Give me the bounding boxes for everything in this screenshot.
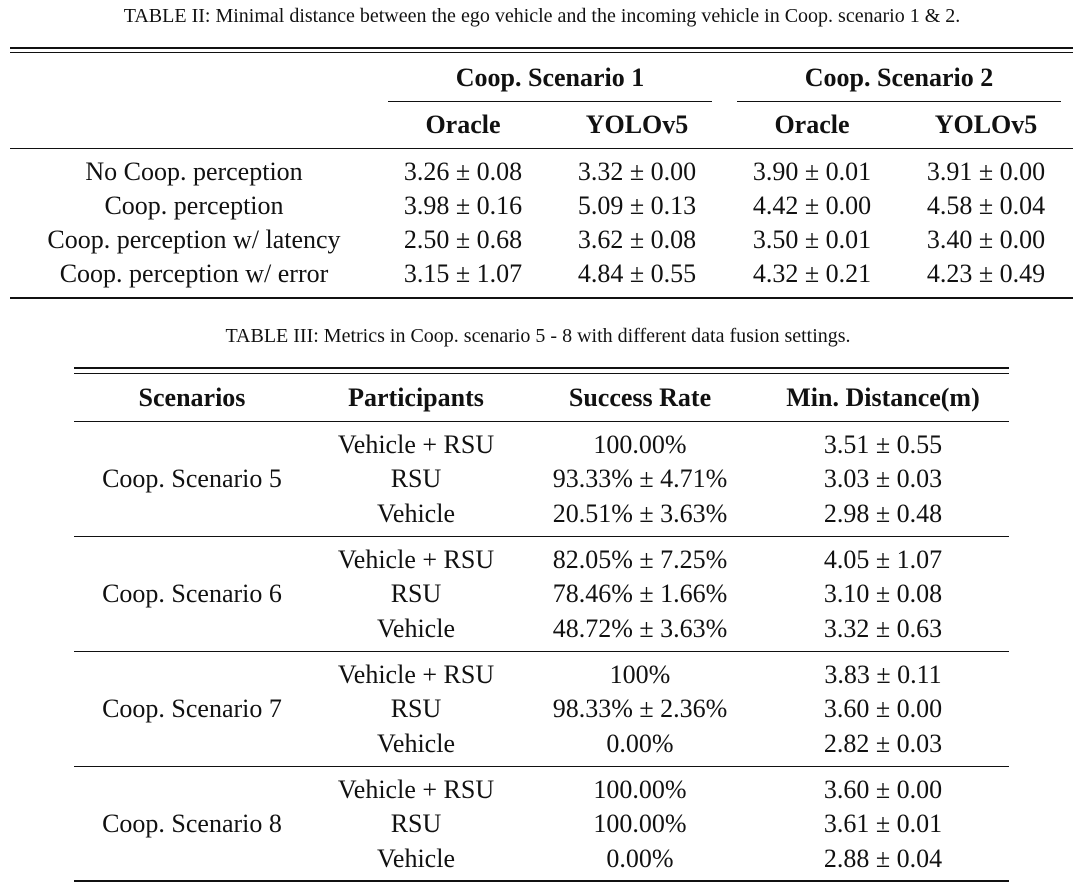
table2-cell: 3.90 ± 0.01 xyxy=(752,157,872,186)
table2-cell: 4.58 ± 0.04 xyxy=(926,191,1046,220)
table3-min-distance: 4.05 ± 1.07 xyxy=(823,545,943,574)
table3-min-distance: 3.03 ± 0.03 xyxy=(823,464,943,493)
table3-success-rate: 78.46% ± 1.66% xyxy=(552,579,728,608)
table2-group-rule xyxy=(388,101,712,102)
table2-bottom-rule xyxy=(10,297,1073,299)
table3-participant: Vehicle + RSU xyxy=(337,430,495,459)
table2-subheader: YOLOv5 xyxy=(934,110,1038,139)
table3-participant: Vehicle + RSU xyxy=(337,545,495,574)
table2-subheader: YOLOv5 xyxy=(585,110,689,139)
table2-top-rule-inner xyxy=(10,52,1073,53)
table2-cell: 3.15 ± 1.07 xyxy=(403,259,523,288)
table2-caption: TABLE II: Minimal distance between the e… xyxy=(123,5,961,27)
table3-scenario-label: Coop. Scenario 8 xyxy=(102,809,282,839)
table3-min-distance: 2.88 ± 0.04 xyxy=(823,844,943,873)
table3-min-distance: 3.10 ± 0.08 xyxy=(823,579,943,608)
table2-top-rule xyxy=(10,47,1073,49)
table3-participant: RSU xyxy=(390,579,442,608)
table3-top-rule-inner xyxy=(74,373,1009,374)
table3-success-rate: 100.00% xyxy=(593,775,687,804)
table3-participant: Vehicle xyxy=(377,499,455,528)
table3-participant: RSU xyxy=(390,809,442,838)
table2-cell: 3.50 ± 0.01 xyxy=(752,225,872,254)
table3-group-rule xyxy=(74,766,1009,767)
table3-participant: Vehicle + RSU xyxy=(337,775,495,804)
table3-success-rate: 93.33% ± 4.71% xyxy=(552,464,728,493)
table3-scenario-label: Coop. Scenario 5 xyxy=(102,464,282,494)
table3-success-rate: 0.00% xyxy=(606,844,674,873)
table3-group-rule xyxy=(74,536,1009,537)
table2-cell: 4.42 ± 0.00 xyxy=(752,191,872,220)
table3-success-rate: 98.33% ± 2.36% xyxy=(552,694,728,723)
table3-bottom-rule xyxy=(74,880,1009,882)
table2-group-header: Coop. Scenario 2 xyxy=(804,63,994,92)
table3-header-participants: Participants xyxy=(348,383,484,412)
table3-success-rate: 20.51% ± 3.63% xyxy=(552,499,728,528)
table3-scenario-label: Coop. Scenario 6 xyxy=(102,579,282,609)
table3-participant: Vehicle xyxy=(377,729,455,758)
table2-row-label: Coop. perception w/ error xyxy=(59,259,329,288)
table3-success-rate: 48.72% ± 3.63% xyxy=(552,614,728,643)
table2-cell: 3.98 ± 0.16 xyxy=(403,191,523,220)
table2-cell: 5.09 ± 0.13 xyxy=(577,191,697,220)
table3-participant: Vehicle xyxy=(377,844,455,873)
table2-subheader: Oracle xyxy=(774,110,850,139)
table3-participant: RSU xyxy=(390,464,442,493)
table2-cell: 3.32 ± 0.00 xyxy=(577,157,697,186)
table3-header-success-rate: Success Rate xyxy=(568,383,712,412)
table3-top-rule xyxy=(74,367,1009,369)
table3-min-distance: 3.51 ± 0.55 xyxy=(823,430,943,459)
table2-mid-rule xyxy=(10,148,1073,149)
table3-success-rate: 0.00% xyxy=(606,729,674,758)
table2-row-label: No Coop. perception xyxy=(85,157,303,186)
table3-header-scenarios: Scenarios xyxy=(138,383,246,412)
table3-success-rate: 82.05% ± 7.25% xyxy=(552,545,728,574)
table3-success-rate: 100.00% xyxy=(593,430,687,459)
table2-cell: 3.40 ± 0.00 xyxy=(926,225,1046,254)
table2-row-label: Coop. perception xyxy=(104,191,284,220)
table3-success-rate: 100% xyxy=(609,660,671,689)
table3-min-distance: 3.32 ± 0.63 xyxy=(823,614,943,643)
table3-group-rule xyxy=(74,651,1009,652)
table3-min-distance: 2.98 ± 0.48 xyxy=(823,499,943,528)
table2-cell: 2.50 ± 0.68 xyxy=(403,225,523,254)
table2-subheader: Oracle xyxy=(425,110,501,139)
table3-success-rate: 100.00% xyxy=(593,809,687,838)
table3-participant: RSU xyxy=(390,694,442,723)
table2-cell: 3.91 ± 0.00 xyxy=(926,157,1046,186)
table2-cell: 4.23 ± 0.49 xyxy=(926,259,1046,288)
table3-min-distance: 3.61 ± 0.01 xyxy=(823,809,943,838)
table3-caption: TABLE III: Metrics in Coop. scenario 5 -… xyxy=(225,325,851,347)
table2-cell: 3.62 ± 0.08 xyxy=(577,225,697,254)
table2-cell: 3.26 ± 0.08 xyxy=(403,157,523,186)
table3-group-rule xyxy=(74,421,1009,422)
table2-cell: 4.84 ± 0.55 xyxy=(577,259,697,288)
table3-header-min-distance: Min. Distance(m) xyxy=(786,383,980,412)
table2-row-label: Coop. perception w/ latency xyxy=(47,225,341,254)
table3-participant: Vehicle xyxy=(377,614,455,643)
table2-cell: 4.32 ± 0.21 xyxy=(752,259,872,288)
table3-min-distance: 2.82 ± 0.03 xyxy=(823,729,943,758)
table3-scenario-label: Coop. Scenario 7 xyxy=(102,694,282,724)
table2-group-rule xyxy=(737,101,1061,102)
table3-participant: Vehicle + RSU xyxy=(337,660,495,689)
table2-group-header: Coop. Scenario 1 xyxy=(455,63,645,92)
table3-min-distance: 3.60 ± 0.00 xyxy=(823,775,943,804)
table3-min-distance: 3.83 ± 0.11 xyxy=(824,660,942,689)
table3-min-distance: 3.60 ± 0.00 xyxy=(823,694,943,723)
